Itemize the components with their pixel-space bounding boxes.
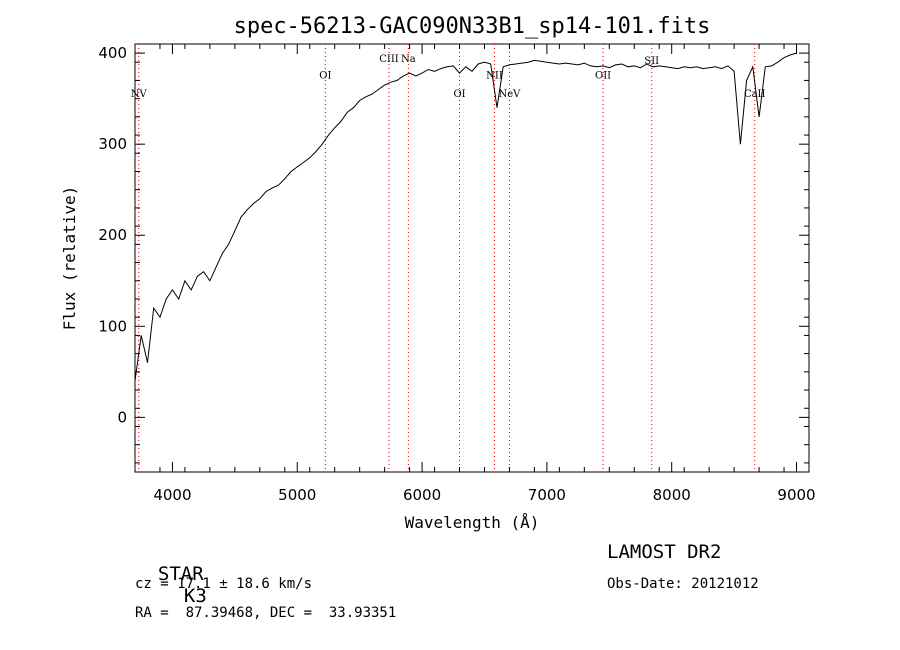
y-tick-label: 400 — [98, 44, 127, 62]
y-tick-label: 0 — [117, 408, 127, 426]
axis-ticks: 4000 5000 6000 7000 8000 9000 0 100 200 300 400 — [98, 44, 816, 504]
spectral-line-label: OI — [319, 71, 331, 82]
spectral-line-label: CaII — [744, 89, 766, 100]
spectral-line-markers: NV OI CIII Na OI NII NeV OII SII CaII — [131, 44, 766, 472]
x-tick-label: 6000 — [403, 486, 441, 504]
x-tick-label: 9000 — [777, 486, 815, 504]
spectral-line-label: OI — [453, 89, 465, 100]
x-axis-title: Wavelength (Å) — [405, 513, 540, 532]
spectral-line-label: NeV — [498, 89, 521, 100]
spectrum-line — [134, 52, 797, 381]
spectrum-series — [134, 52, 797, 381]
spectral-line-label: Na — [401, 54, 416, 65]
spectral-line-label: OII — [595, 71, 611, 82]
y-tick-label: 200 — [98, 226, 127, 244]
spectral-line-label: NV — [131, 89, 148, 100]
subclass-label: K3 — [183, 585, 207, 607]
redshift-text: cz = 17.1 ± 18.6 km/s — [135, 576, 313, 592]
y-tick-label: 300 — [98, 135, 127, 153]
spectral-line-label: NII — [486, 71, 503, 82]
x-tick-label: 8000 — [653, 486, 691, 504]
plot-frame — [134, 43, 810, 473]
obs-date-text: Obs-Date: 20121012 — [607, 576, 759, 592]
object-class: STAR K3 — [135, 541, 207, 607]
spectral-line-label: CIII — [379, 54, 399, 65]
y-tick-label: 100 — [98, 317, 127, 335]
class-label: STAR — [157, 563, 204, 585]
chart-title: spec-56213-GAC090N33B1_sp14-101.fits — [234, 14, 711, 39]
x-tick-label: 7000 — [528, 486, 566, 504]
x-tick-label: 4000 — [153, 486, 191, 504]
x-tick-label: 5000 — [278, 486, 316, 504]
y-axis-title: Flux (relative) — [60, 186, 79, 331]
spectral-line-label: SII — [644, 56, 659, 67]
coordinates-text: RA = 87.39468, DEC = 33.93351 — [135, 605, 397, 621]
survey-label: LAMOST DR2 — [607, 541, 722, 563]
